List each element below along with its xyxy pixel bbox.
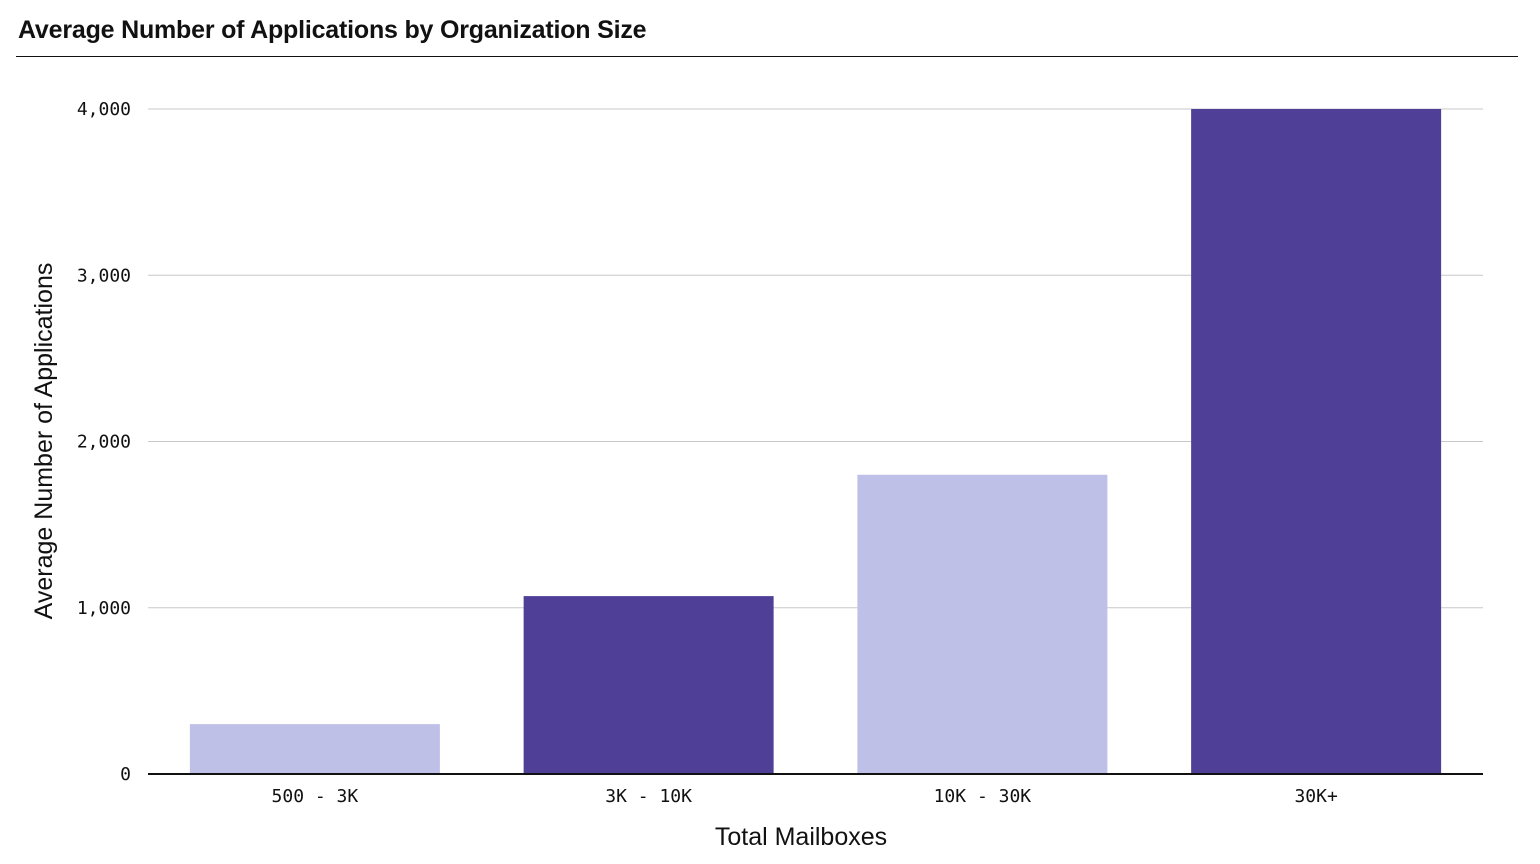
x-tick-label: 10K - 30K	[934, 786, 1032, 807]
x-tick-label: 3K - 10K	[605, 786, 692, 807]
y-axis-ticks: 0 1,000 2,000 3,000 4,000	[77, 99, 131, 785]
x-axis-title: Total Mailboxes	[715, 823, 887, 851]
y-axis-title: Average Number of Applications	[30, 263, 58, 620]
x-tick-label: 500 - 3K	[272, 786, 359, 807]
bar-500-3k	[189, 724, 440, 774]
bar-3k-10k	[523, 596, 774, 774]
x-axis-ticks: 500 - 3K 3K - 10K 10K - 30K 30K+	[272, 786, 1338, 807]
y-tick-label: 4,000	[77, 99, 131, 120]
bar-30k	[1191, 109, 1442, 774]
y-tick-label: 1,000	[77, 598, 131, 619]
chart-title: Average Number of Applications by Organi…	[18, 16, 647, 44]
x-tick-label: 30K+	[1294, 786, 1338, 807]
bar-10k-30k	[857, 474, 1108, 774]
bars	[189, 109, 1442, 774]
y-tick-label: 0	[120, 764, 131, 785]
y-tick-label: 3,000	[77, 265, 131, 286]
y-tick-label: 2,000	[77, 432, 131, 453]
title-divider	[16, 56, 1518, 57]
